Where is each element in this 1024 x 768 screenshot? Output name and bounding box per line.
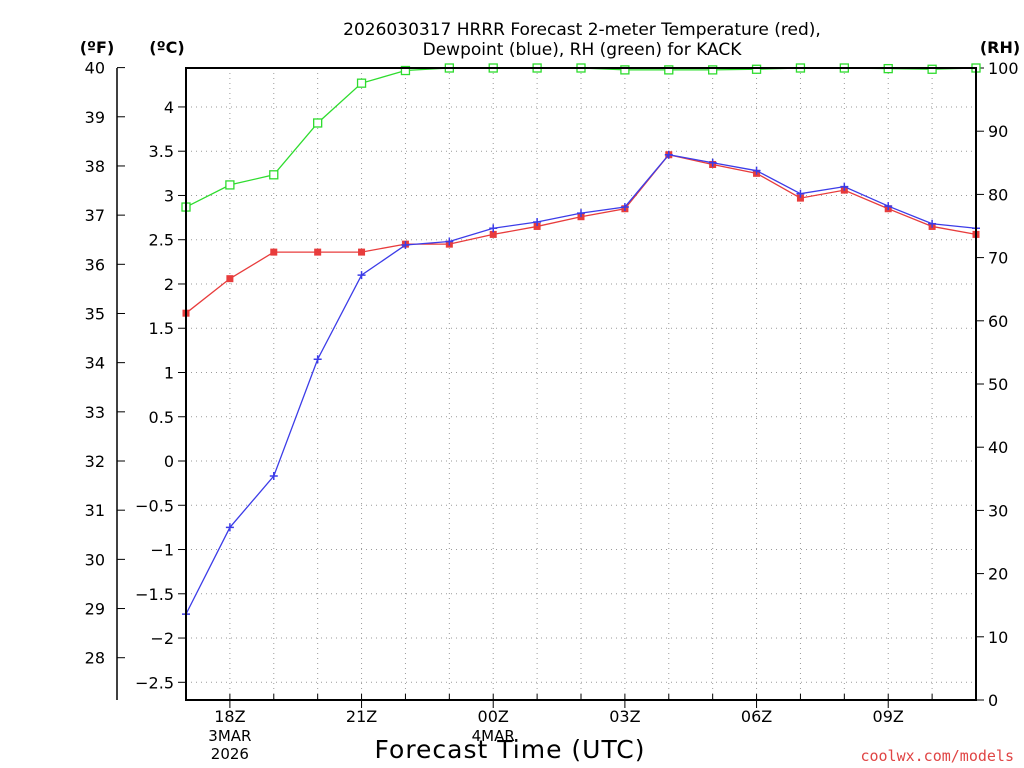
rh-tick-label: 40 [988,438,1008,457]
fahrenheit-tick-label: 28 [85,649,105,668]
rh-point [225,180,235,190]
rh-point [313,118,323,128]
time-tick-label: 18Z [214,707,245,726]
celsius-tick-label: 4 [164,98,174,117]
dewpoint-point [708,158,717,167]
dewpoint-point [269,472,278,481]
dewpoint-point [225,523,234,532]
dewpoint-point [664,150,673,159]
rh-point [751,64,762,74]
temperature-point [489,230,497,238]
fahrenheit-tick-label: 38 [85,157,105,176]
fahrenheit-tick-label: 36 [85,255,105,274]
celsius-tick-label: 1.5 [149,319,174,338]
celsius-tick-label: −2 [150,629,174,648]
celsius-axis: −2.5 −2 −1.5 −1 −0.5 0 0.5 1 1.5 2 2.5 3 3.5 4 [135,98,186,692]
rh-point [356,78,367,88]
celsius-tick-label: −2.5 [135,673,174,692]
fahrenheit-tick-label: 34 [85,354,105,373]
temperature-point [533,222,541,230]
fahrenheit-tick-label: 31 [85,501,105,520]
chart-title-line-1: 2026030317 HRRR Forecast 2-meter Tempera… [343,20,821,40]
date-label: 4MAR [472,727,515,745]
celsius-tick-label: 0 [164,452,174,471]
celsius-unit-label: (ºC) [149,38,184,57]
temperature-point [796,194,804,202]
rh-tick-label: 80 [988,185,1008,204]
dewpoint-point [489,224,498,233]
fahrenheit-axis: 28 29 30 31 32 33 34 35 36 37 38 39 40 [85,59,125,668]
celsius-tick-label: 0.5 [149,408,174,427]
dewpoint-point [577,209,585,218]
celsius-tick-label: 3 [164,186,174,205]
dewpoint-point [796,189,805,198]
series-layer [181,63,981,619]
date-label: 2026 [211,745,249,763]
fahrenheit-tick-label: 40 [85,59,105,78]
rh-tick-label: 90 [988,122,1008,141]
rh-axis: 0 10 20 30 40 50 60 70 80 90 100 [976,59,1019,710]
time-tick-label: 03Z [609,707,640,726]
celsius-tick-label: −1.5 [135,585,174,604]
rh-unit-label: (RH) [980,38,1020,57]
time-tick-label: 06Z [741,707,772,726]
dewpoint-point [445,237,454,246]
dewpoint-point [928,219,937,228]
fahrenheit-tick-label: 30 [85,550,105,569]
temperature-point [226,275,234,283]
time-tick-label: 21Z [346,707,377,726]
dewpoint-point [620,202,629,211]
celsius-tick-label: −1 [150,541,174,560]
rh-point [708,65,718,75]
time-tick-label: 09Z [873,707,904,726]
fahrenheit-tick-label: 33 [85,403,105,422]
dewpoint-point [840,182,849,191]
time-tick-label: 00Z [478,707,509,726]
celsius-tick-label: −0.5 [135,496,174,515]
rh-point [269,170,279,180]
rh-tick-label: 50 [988,375,1008,394]
temperature-point [270,248,278,256]
fahrenheit-tick-label: 35 [85,304,105,323]
celsius-tick-label: 1 [164,363,174,382]
rh-tick-label: 100 [988,59,1019,78]
plot-frame [185,67,977,701]
fahrenheit-tick-label: 32 [85,452,105,471]
rh-tick-label: 20 [988,565,1008,584]
credit-text: coolwx.com/models [860,747,1014,765]
temperature-point [314,248,322,256]
dewpoint-point [357,271,366,280]
fahrenheit-tick-label: 37 [85,206,105,225]
celsius-tick-label: 3.5 [149,142,174,161]
rh-point [927,64,937,74]
rh-tick-label: 60 [988,312,1008,331]
celsius-tick-label: 2.5 [149,231,174,250]
rh-point [664,65,674,75]
rh-tick-label: 0 [988,691,998,710]
rh-point [620,65,630,75]
temperature-point [358,248,366,256]
fahrenheit-tick-label: 29 [85,600,105,619]
dewpoint-point [533,218,542,227]
dewpoint-point [752,166,761,175]
fahrenheit-tick-label: 39 [85,108,105,127]
fahrenheit-unit-label: (ºF) [80,38,115,57]
rh-tick-label: 10 [988,628,1008,647]
gridlines [186,68,976,700]
rh-tick-label: 30 [988,501,1008,520]
x-axis-title: Forecast Time (UTC) [375,735,646,764]
chart-title-line-2: Dewpoint (blue), RH (green) for KACK [423,40,743,60]
dewpoint-point [313,355,322,364]
rh-tick-label: 70 [988,249,1008,268]
dewpoint-point [401,241,410,250]
date-label: 3MAR [208,727,251,745]
dewpoint-point [884,202,893,211]
celsius-tick-label: 2 [164,275,174,294]
rh-point [400,65,411,76]
